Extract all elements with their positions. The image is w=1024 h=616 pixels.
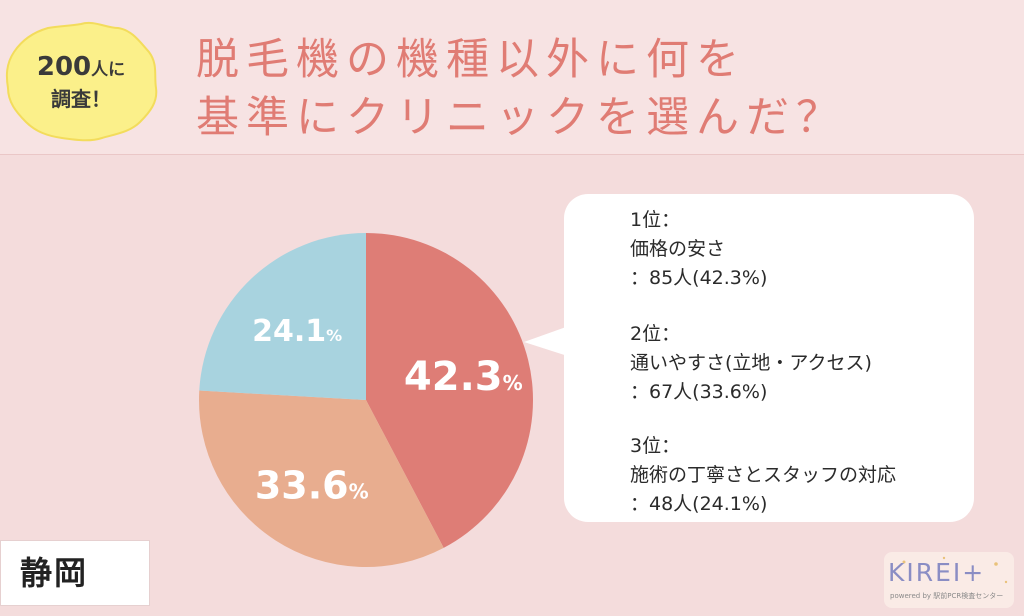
ranking-item-3: 3位： 施術の丁寧さとスタッフの対応 ：48人(24.1%) <box>630 432 896 519</box>
logo-text: KIREI+ <box>888 558 986 587</box>
rank-item: 価格の安さ <box>630 238 726 260</box>
ranking-item-1: 1位： 価格の安さ ：85人(42.3%) <box>630 206 767 293</box>
badge-text: 200人に 調査！ <box>2 18 160 144</box>
ranking-callout <box>564 194 974 522</box>
region-label: 静岡 <box>20 554 89 592</box>
ranking-item-2: 2位： 通いやすさ(立地・アクセス) ：67人(33.6%) <box>630 320 872 407</box>
rank-label: 3位： <box>630 435 681 457</box>
pie-value-label: 42.3% <box>404 354 523 400</box>
rank-item: 通いやすさ(立地・アクセス) <box>630 352 872 374</box>
rank-detail: ：67人(33.6%) <box>630 381 768 403</box>
kirei-logo <box>884 552 1014 608</box>
survey-badge <box>5 21 158 142</box>
pie-slice <box>366 233 534 548</box>
page-title-line1: 脱毛機の機種以外に何を <box>196 35 746 85</box>
badge-line1: 200人に <box>37 51 125 86</box>
pie-slice <box>199 390 444 567</box>
pie-value-label: 24.1% <box>252 314 342 349</box>
pie-value-label: 33.6% <box>255 463 369 507</box>
badge-number: 200 <box>36 51 92 82</box>
badge-line2: 調査！ <box>51 86 111 111</box>
logo-subtitle: powered by 駅前PCR検査センター <box>890 592 1004 600</box>
pie-slice <box>199 233 366 400</box>
rank-detail: ：85人(42.3%) <box>630 267 768 289</box>
header-band <box>0 0 1024 155</box>
page-title-line2: 基準にクリニックを選んだ？ <box>196 93 846 143</box>
rank-label: 1位： <box>630 209 681 231</box>
badge-suffix: 人に <box>91 59 126 80</box>
region-box <box>0 540 150 606</box>
rank-label: 2位： <box>630 323 681 345</box>
rank-detail: ：48人(24.1%) <box>630 493 768 515</box>
rank-item: 施術の丁寧さとスタッフの対応 <box>630 464 897 486</box>
